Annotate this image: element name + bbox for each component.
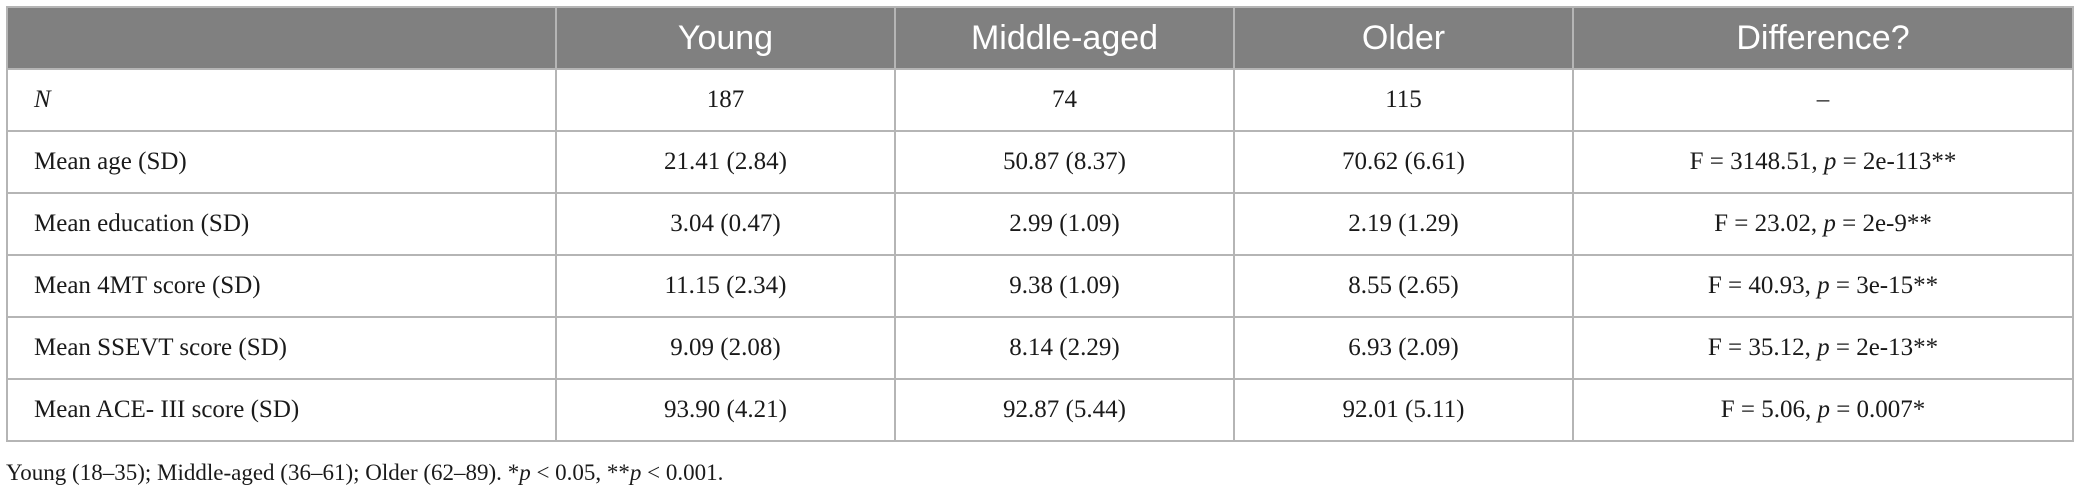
- p-symbol: p: [1817, 396, 1830, 423]
- cell-young: 3.04 (0.47): [555, 192, 896, 256]
- row-label: N: [6, 68, 557, 132]
- diff-prefix: –: [1816, 86, 1830, 113]
- table-row: Mean SSEVT score (SD) 9.09 (2.08) 8.14 (…: [6, 316, 2074, 380]
- table-row: N 187 74 115 –: [6, 68, 2074, 132]
- header-middle-aged: Middle-aged: [894, 6, 1235, 70]
- cell-older: 2.19 (1.29): [1233, 192, 1574, 256]
- diff-suffix: = 2e-113**: [1836, 148, 1957, 175]
- cell-middle-aged: 2.99 (1.09): [894, 192, 1235, 256]
- footnote-rest1: < 0.05,: [530, 460, 607, 485]
- footnote-text: Young (18–35); Middle-aged (36–61); Olde…: [6, 460, 508, 485]
- cell-difference: F = 23.02, p = 2e-9**: [1572, 192, 2074, 256]
- diff-prefix: F = 35.12,: [1707, 334, 1818, 361]
- cell-young: 93.90 (4.21): [555, 378, 896, 442]
- table-row: Mean age (SD) 21.41 (2.84) 50.87 (8.37) …: [6, 130, 2074, 194]
- cell-young: 9.09 (2.08): [555, 316, 896, 380]
- cell-young: 21.41 (2.84): [555, 130, 896, 194]
- row-label: Mean SSEVT score (SD): [6, 316, 557, 380]
- cell-older: 6.93 (2.09): [1233, 316, 1574, 380]
- results-table: Young Middle-aged Older Difference? N 18…: [6, 6, 2074, 442]
- table-footnote: Young (18–35); Middle-aged (36–61); Olde…: [6, 460, 723, 486]
- cell-difference: F = 5.06, p = 0.007*: [1572, 378, 2074, 442]
- table-header-row: Young Middle-aged Older Difference?: [6, 6, 2074, 70]
- diff-prefix: F = 23.02,: [1714, 210, 1824, 237]
- table-row: Mean ACE- III score (SD) 93.90 (4.21) 92…: [6, 378, 2074, 442]
- cell-middle-aged: 9.38 (1.09): [894, 254, 1235, 318]
- diff-suffix: = 2e-9**: [1835, 210, 1932, 237]
- header-young: Young: [555, 6, 896, 70]
- cell-difference: F = 35.12, p = 2e-13**: [1572, 316, 2074, 380]
- table-row: Mean education (SD) 3.04 (0.47) 2.99 (1.…: [6, 192, 2074, 256]
- diff-suffix: = 2e-13**: [1829, 334, 1939, 361]
- cell-young: 187: [555, 68, 896, 132]
- cell-older: 70.62 (6.61): [1233, 130, 1574, 194]
- cell-young: 11.15 (2.34): [555, 254, 896, 318]
- diff-prefix: F = 3148.51,: [1689, 148, 1824, 175]
- table-container: Young Middle-aged Older Difference? N 18…: [6, 6, 2074, 442]
- cell-difference: F = 3148.51, p = 2e-113**: [1572, 130, 2074, 194]
- row-label: Mean 4MT score (SD): [6, 254, 557, 318]
- row-label: Mean ACE- III score (SD): [6, 378, 557, 442]
- cell-older: 92.01 (5.11): [1233, 378, 1574, 442]
- p-symbol: p: [1817, 272, 1830, 299]
- header-empty: [6, 6, 557, 70]
- header-older: Older: [1233, 6, 1574, 70]
- footnote-rest2: < 0.001.: [641, 460, 724, 485]
- cell-difference: F = 40.93, p = 3e-15**: [1572, 254, 2074, 318]
- diff-suffix: = 3e-15**: [1829, 272, 1939, 299]
- cell-middle-aged: 92.87 (5.44): [894, 378, 1235, 442]
- cell-middle-aged: 50.87 (8.37): [894, 130, 1235, 194]
- table-row: Mean 4MT score (SD) 11.15 (2.34) 9.38 (1…: [6, 254, 2074, 318]
- p-symbol: p: [1823, 148, 1837, 175]
- cell-middle-aged: 74: [894, 68, 1235, 132]
- footnote-star1: *: [507, 460, 520, 485]
- footnote-p2: p: [629, 460, 642, 485]
- diff-suffix: = 0.007*: [1829, 396, 1926, 423]
- footnote-star2: **: [606, 460, 630, 485]
- diff-prefix: F = 40.93,: [1707, 272, 1818, 299]
- cell-difference: –: [1572, 68, 2074, 132]
- diff-prefix: F = 5.06,: [1720, 396, 1818, 423]
- header-difference: Difference?: [1572, 6, 2074, 70]
- p-symbol: p: [1817, 334, 1830, 361]
- row-label: Mean age (SD): [6, 130, 557, 194]
- cell-older: 8.55 (2.65): [1233, 254, 1574, 318]
- cell-middle-aged: 8.14 (2.29): [894, 316, 1235, 380]
- p-symbol: p: [1823, 210, 1836, 237]
- cell-older: 115: [1233, 68, 1574, 132]
- footnote-p1: p: [519, 460, 531, 485]
- row-label: Mean education (SD): [6, 192, 557, 256]
